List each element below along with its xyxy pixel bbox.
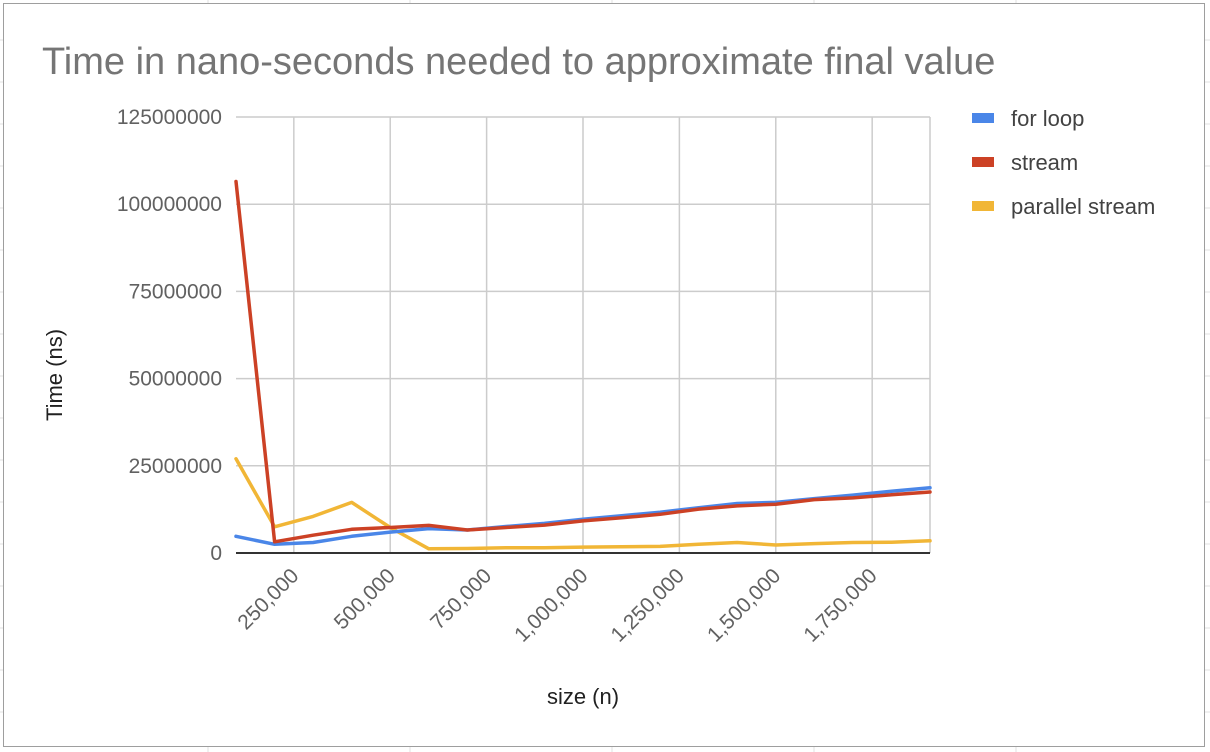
legend-swatch — [972, 157, 994, 167]
chart-title: Time in nano-seconds needed to approxima… — [42, 41, 995, 83]
x-tick-label: 1,250,000 — [607, 564, 689, 646]
legend-label: for loop — [1011, 106, 1084, 131]
y-axis-tick-labels: 0 25000000 50000000 75000000 100000000 125000… — [117, 106, 222, 565]
chart-container[interactable] — [3, 3, 1205, 747]
x-axis-tick-labels: 250,000 500,000 750,000 1,000,000 1,250,000 1… — [233, 564, 881, 646]
y-tick-label: 100000000 — [117, 193, 222, 216]
x-tick-label: 1,000,000 — [510, 564, 592, 646]
gridlines — [236, 116, 931, 553]
series-line-parallel-stream — [234, 457, 932, 551]
legend: for loop stream parallel stream — [972, 106, 1155, 219]
x-axis-label: size (n) — [547, 684, 619, 709]
series-lines — [234, 179, 932, 551]
x-tick-label: 1,500,000 — [703, 564, 785, 646]
y-tick-label: 0 — [210, 542, 222, 565]
x-tick-label: 500,000 — [330, 564, 400, 634]
y-tick-label: 25000000 — [129, 455, 222, 478]
legend-swatch — [972, 201, 994, 211]
y-tick-label: 75000000 — [129, 280, 222, 303]
x-tick-label: 750,000 — [426, 564, 496, 634]
y-axis-label: Time (ns) — [42, 329, 67, 421]
series-line-stream — [234, 179, 932, 544]
legend-label: stream — [1011, 150, 1078, 175]
y-tick-label: 125000000 — [117, 106, 222, 129]
y-tick-label: 50000000 — [129, 368, 222, 391]
legend-swatch — [972, 113, 994, 123]
x-tick-label: 1,750,000 — [799, 564, 881, 646]
x-tick-label: 250,000 — [233, 564, 303, 634]
legend-label: parallel stream — [1011, 194, 1155, 219]
